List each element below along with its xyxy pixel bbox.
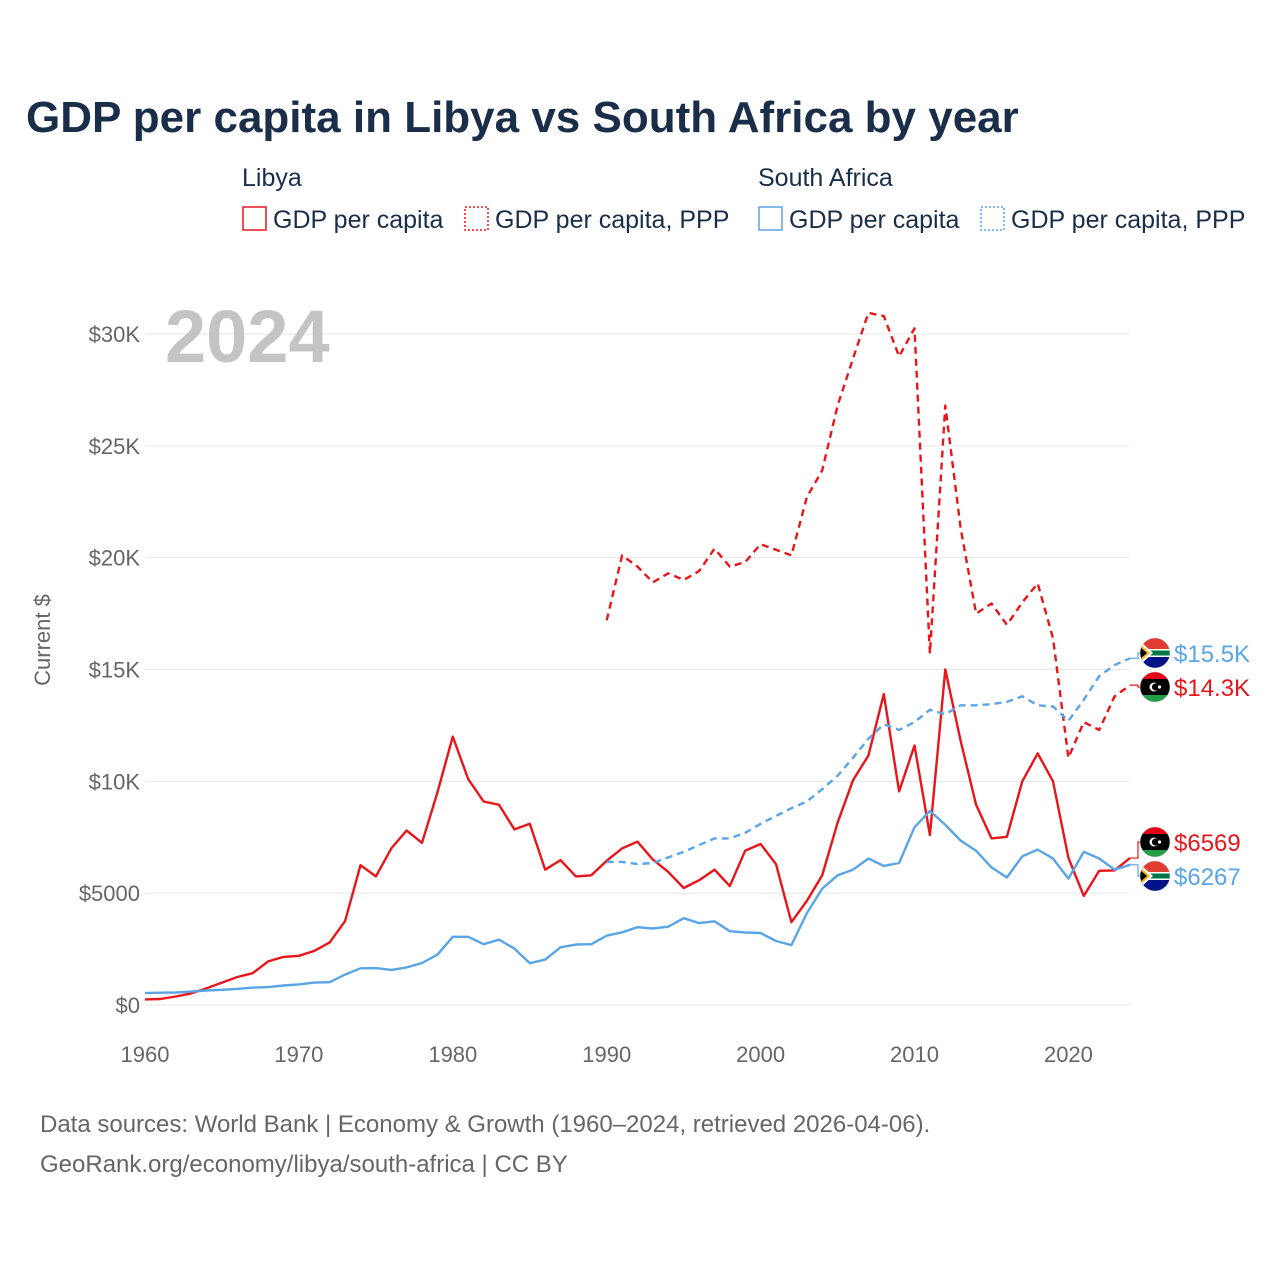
end-label-connector [1130, 652, 1141, 659]
series-lines [144, 311, 1131, 1001]
end-value-label: $6267 [1174, 864, 1241, 891]
x-tick-label: 2000 [736, 1042, 785, 1067]
legend-swatch-sa-gdp [758, 206, 783, 231]
legend: Libya GDP per capita GDP per capita, PPP… [242, 164, 1245, 234]
end-value-label: $6569 [1174, 830, 1241, 857]
legend-item-sa-ppp[interactable]: GDP per capita, PPP [1011, 206, 1245, 234]
x-axis-ticks: 1960 1970 1980 1990 2000 2010 2020 [121, 1042, 1093, 1067]
legend-item-sa-gdp[interactable]: GDP per capita [789, 206, 960, 234]
x-tick-label: 2020 [1044, 1042, 1093, 1067]
end-label-connector [1130, 684, 1141, 688]
source-line-2[interactable]: GeoRank.org/economy/libya/south-africa |… [40, 1151, 568, 1178]
legend-swatch-libya-gdp [242, 206, 267, 231]
series-line-libya-gdp-per-capita-ppp[interactable] [605, 311, 1131, 759]
end-value-label: $15.5K [1174, 641, 1250, 668]
x-tick-label: 1970 [274, 1042, 323, 1067]
series-line-south-africa-gdp-per-capita-ppp[interactable] [606, 657, 1131, 866]
year-overlay: 2024 [165, 295, 330, 378]
y-tick-label: $15K [89, 658, 141, 683]
source-line-1: Data sources: World Bank | Economy & Gro… [40, 1111, 930, 1138]
y-tick-label: $0 [116, 993, 140, 1018]
legend-item-libya-gdp[interactable]: GDP per capita [273, 206, 444, 234]
legend-group-south-africa: South Africa [758, 164, 893, 192]
y-tick-label: $10K [89, 769, 141, 794]
x-tick-label: 1960 [121, 1042, 170, 1067]
y-tick-label: $20K [89, 546, 141, 571]
legend-item-libya-ppp[interactable]: GDP per capita, PPP [495, 206, 729, 234]
end-labels: $15.5K $14.3K $6569 $6267 [1130, 637, 1250, 892]
legend-group-libya: Libya [242, 164, 302, 192]
chart-title: GDP per capita in Libya vs South Africa … [26, 93, 1019, 142]
end-value-label: $14.3K [1174, 675, 1250, 702]
libya-flag-icon [1139, 671, 1171, 703]
south-africa-flag-icon [1139, 637, 1171, 669]
y-tick-label: $5000 [79, 881, 140, 906]
series-line-libya-gdp-per-capita[interactable] [144, 668, 1131, 1001]
end-label-connector [1130, 864, 1141, 877]
legend-swatch-sa-ppp [980, 206, 1005, 231]
x-tick-label: 1990 [582, 1042, 631, 1067]
gridlines [145, 333, 1130, 1006]
y-tick-label: $30K [89, 322, 141, 347]
y-axis-label: Current $ [30, 594, 55, 686]
series-line-south-africa-gdp-per-capita[interactable] [144, 809, 1131, 995]
y-axis-ticks: $0 $5000 $10K $15K $20K $25K $30K [79, 322, 141, 1018]
x-tick-label: 2010 [890, 1042, 939, 1067]
y-tick-label: $25K [89, 434, 141, 459]
legend-swatch-libya-ppp [464, 206, 489, 231]
x-tick-label: 1980 [428, 1042, 477, 1067]
libya-flag-icon [1139, 826, 1171, 858]
end-label-connector [1130, 841, 1141, 859]
south-africa-flag-icon [1139, 860, 1171, 892]
